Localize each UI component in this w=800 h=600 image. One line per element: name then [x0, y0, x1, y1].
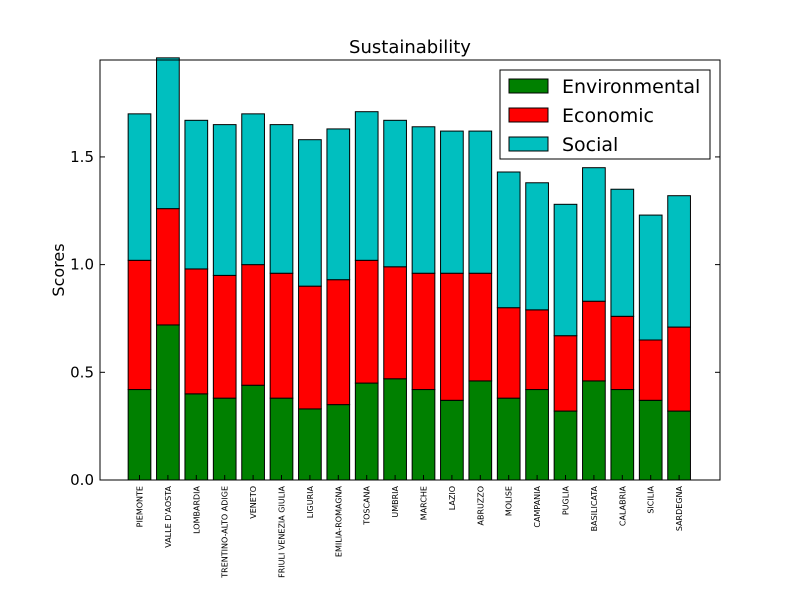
bar-environmental-campania — [525, 389, 549, 481]
bar-environmental-veneto — [241, 384, 265, 481]
x-category-label: TRENTINO-ALTO ADIGE — [221, 486, 230, 579]
bar-economic-valle-d-aosta — [156, 208, 180, 326]
bar-social-basilicata — [582, 167, 606, 302]
bar-economic-lombardia — [184, 268, 209, 395]
bar-economic-toscana — [354, 259, 379, 384]
x-category-label: BASILICATA — [590, 485, 599, 531]
bar-economic-friuli-venezia-giulia — [269, 272, 294, 399]
x-category-label: CAMPANIA — [533, 485, 542, 527]
bar-economic-umbria — [383, 266, 407, 380]
bar-environmental-trentino-alto-adige — [212, 397, 237, 481]
x-category-label: CALABRIA — [618, 485, 627, 526]
bar-environmental-piemonte — [127, 389, 152, 481]
bar-economic-basilicata — [582, 300, 606, 382]
bar-social-veneto — [241, 113, 265, 266]
y-axis-ticks: 0.0 0.5 1.0 1.5 — [70, 148, 720, 489]
x-category-label: SARDEGNA — [675, 485, 684, 531]
legend-swatch-environmental — [508, 78, 549, 94]
legend-swatch-economic — [508, 107, 549, 123]
legend-label-environmental: Environmental — [562, 76, 700, 98]
x-category-label: ABRUZZO — [476, 486, 485, 526]
x-category-label: MARCHE — [420, 486, 429, 520]
bar-social-lazio — [440, 130, 464, 274]
legend: Environmental Economic Social — [499, 69, 711, 160]
bar-social-molise — [496, 171, 521, 309]
x-category-label: PUGLIA — [562, 485, 571, 515]
bar-economic-emilia-romagna — [326, 279, 351, 406]
plot-frame — [99, 59, 721, 481]
bar-economic-molise — [496, 307, 521, 399]
x-category-label: TOSCANA — [363, 485, 372, 525]
y-tick-label: 0.0 — [70, 471, 94, 489]
bar-economic-marche — [411, 272, 436, 391]
x-category-label: UMBRIA — [391, 485, 400, 517]
bar-social-sardegna — [667, 195, 691, 328]
bar-social-emilia-romagna — [326, 128, 351, 281]
bar-environmental-basilicata — [582, 380, 606, 481]
bar-social-abruzzo — [468, 130, 493, 274]
x-category-label: EMILIA-ROMAGNA — [334, 485, 343, 557]
bar-environmental-sardegna — [667, 410, 691, 481]
bars-layer — [127, 57, 691, 481]
bar-economic-lazio — [440, 272, 464, 401]
bar-economic-veneto — [241, 264, 265, 386]
bar-environmental-abruzzo — [468, 380, 493, 481]
x-category-label: SICILIA — [647, 485, 656, 513]
bar-environmental-liguria — [298, 408, 322, 481]
bar-social-calabria — [610, 188, 635, 317]
y-tick-label: 0.5 — [70, 363, 94, 381]
bar-environmental-calabria — [610, 389, 635, 481]
bar-economic-abruzzo — [468, 272, 493, 382]
bar-environmental-lazio — [440, 399, 464, 481]
x-category-label: LAZIO — [448, 486, 457, 510]
bar-social-liguria — [298, 139, 322, 287]
bar-social-valle-d-aosta — [156, 57, 180, 210]
bar-environmental-emilia-romagna — [326, 404, 351, 481]
bar-social-sicilia — [638, 214, 663, 341]
chart-title: Sustainability — [349, 37, 471, 58]
bar-economic-sicilia — [638, 339, 663, 401]
bar-environmental-toscana — [354, 382, 379, 481]
x-category-label: MOLISE — [505, 486, 514, 516]
bar-environmental-valle-d-aosta — [156, 324, 180, 481]
x-category-label: VALLE D'AOSTA — [164, 485, 173, 547]
bar-social-puglia — [553, 203, 578, 337]
bar-economic-calabria — [610, 315, 635, 391]
bar-social-lombardia — [184, 119, 209, 270]
bar-environmental-friuli-venezia-giulia — [269, 397, 294, 481]
bar-social-campania — [525, 182, 549, 311]
legend-swatch-social — [508, 136, 549, 152]
x-category-label: FRIULI VENEZIA GIULIA — [278, 485, 287, 577]
y-tick-label: 1.0 — [70, 256, 94, 274]
bar-social-friuli-venezia-giulia — [269, 124, 294, 274]
bar-environmental-lombardia — [184, 393, 209, 481]
legend-label-social: Social — [562, 134, 618, 156]
x-category-label: LOMBARDIA — [192, 485, 201, 533]
bar-economic-sardegna — [667, 326, 691, 412]
bar-social-marche — [411, 126, 436, 274]
bar-social-toscana — [354, 111, 379, 261]
bar-economic-puglia — [553, 335, 578, 412]
x-category-label: PIEMONTE — [136, 486, 145, 527]
bar-social-umbria — [383, 119, 407, 268]
bar-social-trentino-alto-adige — [212, 124, 237, 276]
bar-social-piemonte — [127, 113, 152, 261]
y-tick-label: 1.5 — [70, 148, 94, 166]
x-category-label: LIGURIA — [306, 485, 315, 518]
bar-economic-liguria — [298, 285, 322, 410]
x-category-label: VENETO — [249, 486, 258, 519]
bar-environmental-sicilia — [638, 399, 663, 481]
bar-environmental-molise — [496, 397, 521, 481]
bar-economic-piemonte — [127, 259, 152, 391]
bar-environmental-puglia — [553, 410, 578, 481]
bar-economic-campania — [525, 309, 549, 391]
legend-label-economic: Economic — [562, 105, 654, 127]
bar-environmental-marche — [411, 389, 436, 481]
bar-economic-trentino-alto-adige — [212, 274, 237, 399]
x-axis-category-labels: PIEMONTE VALLE D'AOSTA LOMBARDIA TRENTINO-A… — [136, 475, 684, 579]
bar-environmental-umbria — [383, 378, 407, 481]
y-axis-label: Scores — [49, 243, 68, 296]
